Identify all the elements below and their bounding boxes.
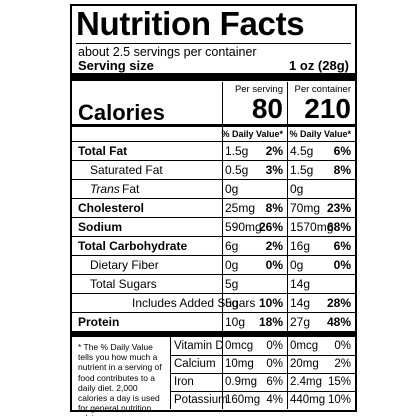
container-dv: 8% (333, 163, 351, 177)
rule (72, 73, 355, 81)
calories-value: 210 (304, 93, 351, 124)
nutrient-name: Sodium (78, 220, 122, 234)
column-heading: Per serving (234, 84, 283, 95)
column-rule (222, 82, 223, 331)
rule (72, 198, 355, 199)
serving-dv: 4% (266, 394, 283, 406)
serving-dv: 2% (265, 239, 283, 253)
rule (76, 43, 351, 44)
nutrient-name: Fat (122, 182, 140, 196)
serving-amount: 0mcg (225, 340, 254, 352)
serving-dv: 6% (266, 376, 283, 388)
serving-amount: 5g (225, 296, 239, 310)
serving-size-label: Serving size (78, 58, 154, 73)
container-dv: 15% (327, 376, 351, 388)
container-dv: 68% (326, 220, 351, 234)
container-dv: 0% (333, 258, 351, 272)
serving-dv: 0% (266, 340, 283, 352)
container-amount: 0mcg (290, 340, 319, 352)
container-amount: 14g (290, 277, 311, 291)
serving-dv: 2% (265, 144, 283, 158)
container-dv: 23% (326, 201, 351, 215)
container-amount: 0g (290, 258, 304, 272)
nutrition-label: Nutrition Facts about 2.5 servings per co… (70, 4, 357, 416)
container-amount: 14g (290, 296, 311, 310)
rule (170, 391, 355, 392)
rule (72, 255, 355, 256)
rule (72, 236, 355, 237)
container-amount: 4.5g (290, 144, 314, 158)
serving-amount: 25mg (225, 201, 256, 215)
container-dv: 10% (327, 394, 351, 406)
container-amount: 16g (290, 239, 311, 253)
rule (72, 274, 355, 275)
rule (72, 124, 355, 127)
nutrient-name: Saturated Fat (90, 163, 163, 177)
nutrient-name-italic: Trans (90, 182, 120, 196)
column-heading: Per container (294, 84, 351, 95)
container-dv: 2% (334, 358, 351, 370)
serving-dv: 0% (266, 358, 283, 370)
serving-amount: 5g (225, 277, 239, 291)
serving-dv: 26% (258, 220, 283, 234)
rule (72, 160, 355, 161)
rule (170, 355, 355, 356)
serving-amount: 0.9mg (225, 376, 257, 388)
serving-amount: 0.5g (225, 163, 249, 177)
dv-heading: % Daily Value* (289, 129, 351, 139)
rule (72, 141, 355, 142)
serving-dv: 0% (265, 258, 283, 272)
rule (72, 331, 355, 337)
servings: about 2.5 servings per container (78, 45, 257, 59)
vitamin-name: Vitamin D (174, 340, 224, 352)
container-amount: 20mg (290, 358, 319, 370)
nutrient-name: Dietary Fiber (90, 258, 159, 272)
nutrient-name: Protein (78, 315, 120, 329)
rule (170, 373, 355, 374)
rule (72, 217, 355, 218)
dv-heading: % Daily Value* (221, 129, 283, 139)
container-amount: 440mg (290, 394, 326, 406)
serving-dv: 18% (258, 315, 283, 329)
title: Nutrition Facts (76, 5, 305, 42)
serving-amount: 0g (225, 182, 239, 196)
container-amount: 1.5g (290, 163, 314, 177)
container-dv: 6% (333, 239, 351, 253)
serving-amount: 10g (225, 315, 246, 329)
serving-amount: 6g (225, 239, 239, 253)
vitamin-name: Calcium (174, 358, 216, 370)
calories-label: Calories (78, 100, 165, 125)
calories-value: 80 (251, 93, 283, 124)
vitamin-name: Iron (174, 376, 194, 388)
container-amount: 2.4mg (290, 376, 322, 388)
rule (72, 179, 355, 180)
serving-dv: 10% (258, 296, 283, 310)
serving-amount: 1.5g (225, 144, 249, 158)
column-rule (287, 82, 288, 331)
serving-amount: 160mg (225, 394, 261, 406)
container-dv: 28% (326, 296, 351, 310)
nutrient-name: Total Fat (78, 144, 128, 158)
serving-dv: 8% (265, 201, 283, 215)
container-dv: 0% (334, 340, 351, 352)
rule (72, 312, 355, 313)
nutrient-name: Total Sugars (90, 277, 157, 291)
container-dv: 6% (333, 144, 351, 158)
serving-amount: 0g (225, 258, 239, 272)
container-amount: 0g (290, 182, 304, 196)
container-amount: 1570mg (290, 220, 334, 234)
serving-amount: 590mg (225, 220, 262, 234)
vitamin-name: Potassium (174, 394, 228, 406)
serving-size: 1 oz (28g) (289, 58, 349, 73)
container-dv: 48% (326, 315, 351, 329)
serving-amount: 10mg (225, 358, 254, 370)
nutrient-name: Cholesterol (78, 201, 145, 215)
container-amount: 27g (290, 315, 311, 329)
container-amount: 70mg (290, 201, 321, 215)
rule (72, 293, 355, 294)
nutrient-name: Includes Added Sugars (132, 296, 256, 310)
nutrient-name: Total Carbohydrate (78, 239, 188, 253)
serving-dv: 3% (265, 163, 283, 177)
footnote: * The % Daily Value tells you how much a… (78, 342, 162, 416)
